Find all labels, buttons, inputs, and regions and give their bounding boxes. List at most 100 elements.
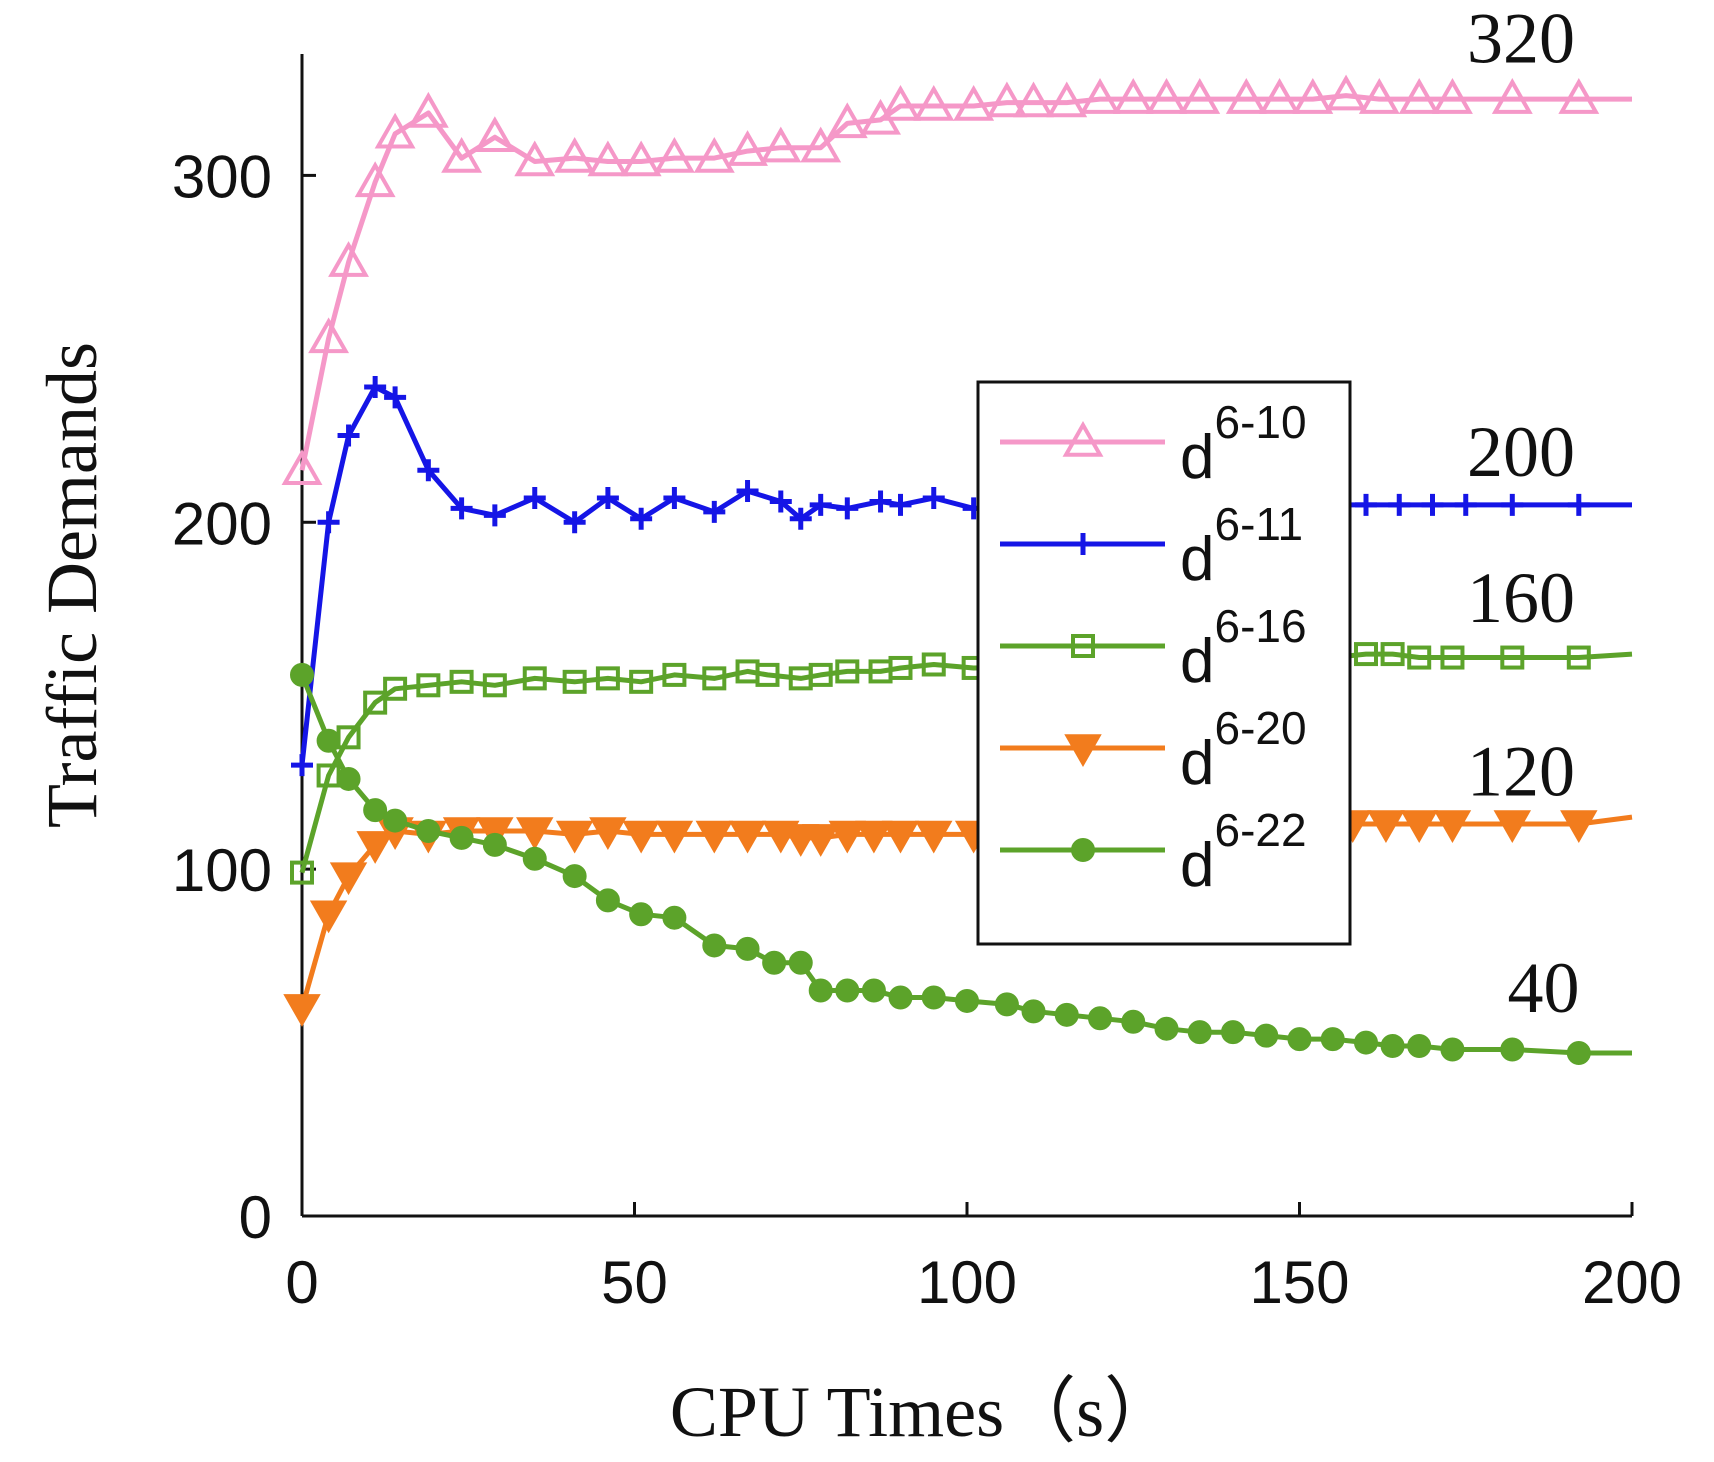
- y-tick-label: 0: [239, 1184, 272, 1251]
- data-point-d6-11: [1501, 493, 1524, 516]
- data-point-d6-22: [808, 978, 833, 1003]
- data-point-d6-11: [563, 511, 586, 534]
- data-point-d6-16: [702, 666, 727, 691]
- data-point-d6-10: [986, 81, 1028, 118]
- value-annotation: 160: [1467, 558, 1575, 638]
- data-point-d6-20: [1433, 810, 1472, 844]
- legend-label: d6-11: [1180, 498, 1303, 594]
- data-point-d6-20: [1560, 810, 1598, 844]
- data-point-d6-11: [836, 497, 859, 520]
- data-point-d6-20: [695, 820, 734, 854]
- data-point-d6-10: [1558, 78, 1600, 114]
- data-point-d6-10: [441, 137, 483, 173]
- x-tick-label: 0: [285, 1249, 318, 1316]
- series-line-d6-16: [299, 651, 1633, 874]
- data-point-d6-10: [328, 241, 369, 277]
- data-point-d6-10: [953, 84, 995, 121]
- legend-marker: [1072, 533, 1094, 555]
- data-point-d6-20: [329, 862, 368, 896]
- legend-item-d6-10: d6-10: [1000, 396, 1307, 492]
- data-point-d6-20: [555, 820, 594, 854]
- y-tick-label: 100: [172, 837, 272, 904]
- data-point-d6-22: [1407, 1034, 1432, 1059]
- data-point-d6-10: [514, 140, 556, 177]
- data-point-d6-20: [828, 820, 867, 854]
- data-point-d6-22: [1320, 1027, 1345, 1052]
- data-point-d6-11: [1454, 493, 1477, 516]
- data-point-d6-16: [383, 676, 408, 701]
- data-point-d6-22: [595, 888, 620, 913]
- data-point-d6-11: [703, 500, 726, 523]
- data-point-d6-20: [309, 900, 348, 934]
- data-point-d6-16: [1407, 645, 1432, 670]
- data-point-d6-22: [522, 846, 547, 871]
- legend-marker: [1064, 734, 1102, 768]
- data-point-d6-22: [416, 818, 441, 843]
- legend-label: d6-20: [1180, 702, 1307, 798]
- data-point-d6-20: [1400, 810, 1438, 844]
- data-point-d6-10: [913, 84, 955, 121]
- data-point-d6-11: [384, 386, 407, 409]
- data-point-d6-16: [1440, 645, 1465, 670]
- data-point-d6-16: [290, 860, 314, 885]
- data-point-d6-22: [702, 933, 727, 958]
- data-point-d6-10: [354, 161, 396, 198]
- data-point-d6-16: [1354, 642, 1378, 667]
- data-point-d6-11: [483, 504, 506, 527]
- series-d6-16: [290, 642, 1633, 885]
- data-point-d6-10: [1325, 74, 1367, 111]
- data-point-d6-22: [1254, 1023, 1279, 1048]
- annotations: 320 200 160 120 40: [1467, 0, 1580, 1028]
- data-point-d6-22: [1154, 1016, 1179, 1041]
- data-point-d6-22: [1221, 1020, 1245, 1045]
- data-point-d6-11: [1355, 493, 1377, 516]
- data-point-d6-22: [336, 766, 361, 791]
- data-point-d6-22: [482, 832, 507, 857]
- data-point-d6-11: [922, 486, 945, 509]
- data-point-d6-10: [474, 116, 516, 152]
- data-point-d6-10: [308, 317, 350, 354]
- data-point-d6-10: [1112, 78, 1154, 114]
- data-point-d6-11: [630, 507, 653, 530]
- data-point-d6-20: [516, 817, 554, 850]
- data-point-d6-11: [291, 754, 313, 777]
- data-point-d6-22: [888, 985, 913, 1010]
- data-point-d6-10: [693, 137, 735, 173]
- data-point-d6-20: [283, 994, 321, 1027]
- data-point-d6-22: [449, 825, 474, 850]
- legend-item-d6-11: d6-11: [1000, 498, 1303, 594]
- data-point-d6-16: [562, 669, 587, 694]
- data-point-d6-22: [955, 988, 979, 1013]
- x-tick-label: 100: [917, 1249, 1017, 1316]
- legend-marker: [1071, 838, 1095, 862]
- series-d6-11: [291, 375, 1632, 777]
- data-point-d6-10: [727, 130, 768, 166]
- data-point-d6-10: [760, 126, 802, 163]
- data-point-d6-11: [869, 490, 892, 513]
- data-point-d6-20: [1367, 810, 1405, 844]
- data-point-d6-22: [994, 992, 1019, 1017]
- data-point-d6-22: [1021, 999, 1046, 1024]
- x-tick-label: 150: [1249, 1249, 1349, 1316]
- data-point-d6-10: [1398, 78, 1440, 114]
- data-point-d6-22: [316, 728, 341, 753]
- data-point-d6-16: [629, 669, 654, 694]
- data-point-d6-10: [1225, 78, 1267, 114]
- data-point-d6-16: [449, 669, 474, 694]
- data-point-d6-22: [629, 902, 654, 927]
- data-point-d6-22: [762, 950, 787, 975]
- data-point-d6-20: [881, 820, 920, 854]
- data-point-d6-10: [374, 112, 416, 149]
- data-point-d6-10: [1146, 78, 1187, 114]
- legend-label: d6-16: [1180, 600, 1307, 696]
- legend-item-d6-20: d6-20: [1000, 702, 1307, 798]
- data-point-d6-16: [835, 659, 860, 684]
- data-point-d6-11: [317, 511, 340, 534]
- data-point-d6-16: [595, 666, 620, 691]
- data-point-d6-20: [728, 820, 767, 854]
- y-tick-label: 200: [172, 490, 272, 557]
- data-point-d6-11: [1421, 493, 1444, 516]
- data-point-d6-11: [1388, 493, 1411, 516]
- data-point-d6-11: [663, 486, 686, 509]
- data-point-d6-16: [482, 673, 507, 698]
